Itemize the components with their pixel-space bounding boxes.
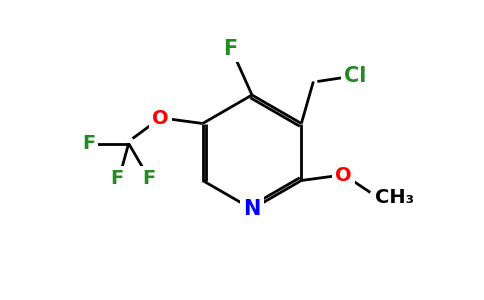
Text: F: F (110, 169, 123, 188)
Text: F: F (142, 169, 155, 188)
Text: F: F (82, 134, 95, 153)
Text: Cl: Cl (344, 67, 366, 86)
Text: O: O (335, 166, 352, 185)
Text: O: O (152, 109, 169, 128)
Text: N: N (243, 199, 261, 219)
Text: F: F (223, 39, 237, 59)
Text: CH₃: CH₃ (376, 188, 414, 207)
